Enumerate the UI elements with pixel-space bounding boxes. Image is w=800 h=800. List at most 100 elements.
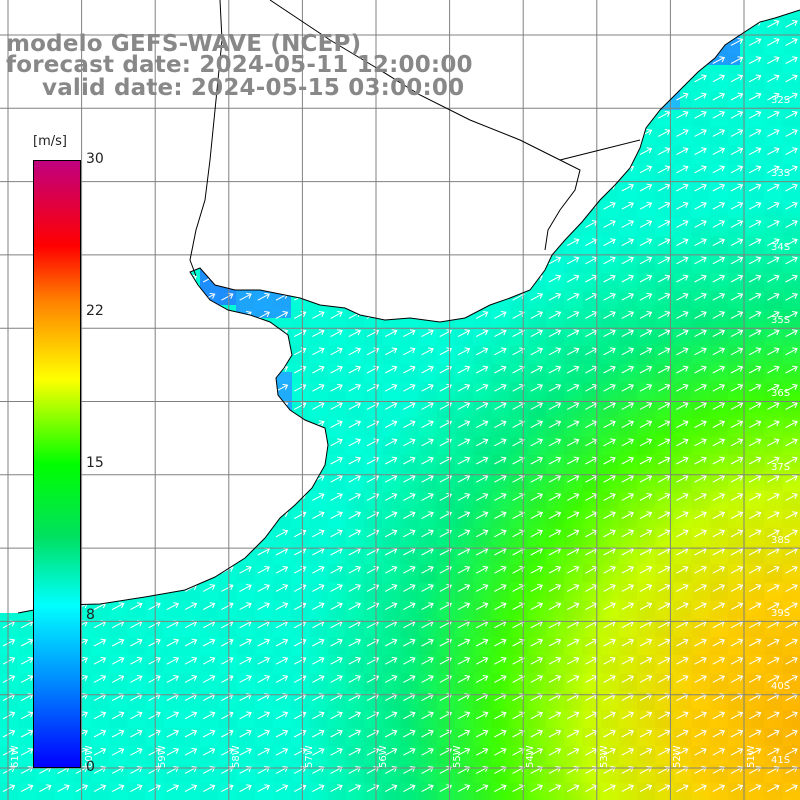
wind-arrow bbox=[384, 638, 398, 647]
wind-arrow bbox=[621, 274, 635, 283]
wind-arrow bbox=[202, 784, 216, 793]
wind-arrow bbox=[130, 711, 143, 720]
wind-arrow bbox=[657, 311, 671, 319]
wind-arrow bbox=[384, 602, 398, 611]
wind-arrow bbox=[657, 675, 671, 683]
wind-arrow bbox=[330, 729, 343, 738]
wind-arrow bbox=[221, 747, 234, 756]
wind-arrow bbox=[257, 602, 271, 611]
wind-arrow bbox=[548, 584, 562, 592]
wind-arrow bbox=[639, 256, 653, 265]
wind-arrow bbox=[657, 656, 671, 665]
wind-arrow bbox=[494, 402, 507, 410]
wind-arrow bbox=[694, 74, 707, 83]
wind-arrow bbox=[694, 183, 707, 192]
wind-arrow bbox=[639, 529, 653, 538]
wind-arrow bbox=[712, 311, 726, 319]
wind-arrow bbox=[657, 474, 671, 483]
wind-arrow bbox=[603, 511, 616, 520]
wind-arrow bbox=[676, 438, 689, 447]
wind-arrow bbox=[639, 147, 653, 156]
wind-arrow bbox=[657, 238, 671, 247]
wind-arrow bbox=[548, 656, 562, 665]
wind-arrow bbox=[202, 638, 216, 647]
wind-arrow bbox=[639, 456, 653, 465]
wind-arrow bbox=[548, 602, 562, 611]
wind-arrow bbox=[330, 747, 343, 756]
wind-arrow bbox=[457, 347, 471, 356]
wind-arrow bbox=[475, 675, 489, 683]
wind-arrow bbox=[694, 165, 707, 174]
wind-arrow bbox=[184, 711, 198, 720]
wind-arrow bbox=[530, 784, 544, 793]
wind-arrow bbox=[676, 383, 689, 392]
wind-arrow bbox=[494, 474, 507, 483]
wind-arrow bbox=[530, 420, 544, 429]
wind-arrow bbox=[603, 329, 616, 338]
wind-arrow bbox=[530, 656, 544, 665]
wind-arrow bbox=[366, 329, 380, 338]
wind-arrow bbox=[239, 711, 252, 720]
wind-arrow bbox=[20, 638, 34, 647]
wind-arrow bbox=[39, 784, 52, 793]
wind-arrow bbox=[712, 92, 726, 101]
wind-arrow bbox=[457, 638, 471, 647]
wind-arrow bbox=[730, 675, 744, 683]
wind-arrow bbox=[748, 220, 762, 228]
wind-arrow bbox=[748, 74, 762, 83]
wind-arrow bbox=[603, 274, 616, 283]
wind-arrow bbox=[657, 129, 671, 137]
wind-arrow bbox=[621, 474, 635, 483]
wind-arrow bbox=[748, 238, 762, 247]
wind-arrow bbox=[712, 729, 726, 738]
wind-arrow bbox=[621, 675, 635, 683]
wind-arrow bbox=[639, 747, 653, 756]
wind-arrow bbox=[621, 238, 635, 247]
wind-arrow bbox=[530, 347, 544, 356]
wind-arrow bbox=[785, 147, 798, 156]
wind-arrow bbox=[403, 474, 416, 483]
wind-arrow bbox=[676, 420, 689, 429]
wind-arrow bbox=[621, 347, 635, 356]
wind-arrow bbox=[657, 565, 671, 574]
wind-arrow bbox=[730, 456, 744, 465]
wind-arrow bbox=[384, 383, 398, 392]
wind-arrow bbox=[312, 584, 325, 592]
wind-arrow bbox=[785, 311, 798, 319]
wind-arrow bbox=[621, 565, 635, 574]
wind-arrow bbox=[421, 493, 434, 501]
wind-arrow bbox=[621, 256, 635, 265]
wind-arrow bbox=[494, 675, 507, 683]
wind-arrow bbox=[457, 511, 471, 520]
wind-arrow bbox=[93, 729, 107, 738]
wind-arrow bbox=[348, 365, 362, 374]
wind-arrow bbox=[566, 402, 580, 410]
wind-arrow bbox=[111, 638, 125, 647]
wind-arrow bbox=[348, 675, 362, 683]
wind-arrow bbox=[730, 220, 744, 228]
wind-arrow bbox=[366, 784, 380, 793]
wind-arrow bbox=[767, 456, 780, 465]
wind-arrow bbox=[494, 493, 507, 501]
wind-arrow bbox=[785, 201, 798, 210]
wind-arrow bbox=[767, 220, 780, 228]
wind-arrow bbox=[694, 329, 707, 338]
wind-arrow bbox=[694, 565, 707, 574]
wind-arrow bbox=[712, 201, 726, 210]
wind-arrow bbox=[566, 511, 580, 520]
wind-arrow bbox=[494, 747, 507, 756]
wind-arrow bbox=[621, 365, 635, 374]
wind-arrow bbox=[639, 383, 653, 392]
wind-arrow bbox=[111, 656, 125, 665]
wind-arrow bbox=[2, 656, 16, 665]
wind-arrow bbox=[275, 602, 289, 611]
wind-arrow bbox=[202, 602, 216, 611]
wind-arrow bbox=[566, 529, 580, 538]
wind-arrow bbox=[639, 347, 653, 356]
wind-arrow bbox=[639, 402, 653, 410]
wind-arrow bbox=[676, 201, 689, 210]
wind-arrow bbox=[548, 456, 562, 465]
wind-arrow bbox=[676, 329, 689, 338]
wind-arrow bbox=[348, 420, 362, 429]
